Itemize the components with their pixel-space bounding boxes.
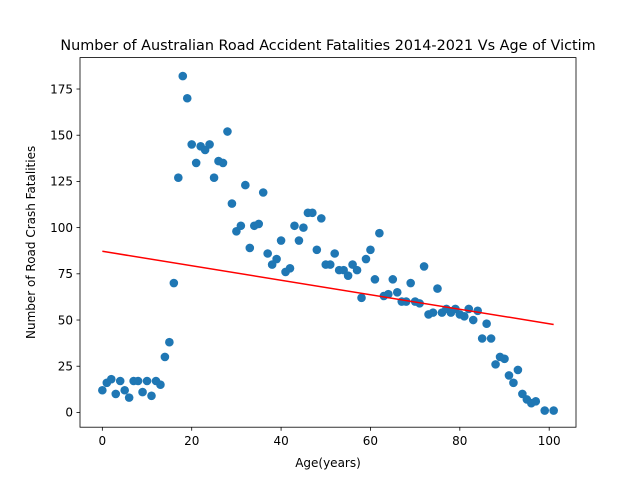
data-point (464, 304, 474, 314)
x-tick-label: 20 (184, 434, 199, 448)
y-tick-label: 150 (50, 129, 73, 143)
data-point (482, 319, 491, 329)
data-point (174, 173, 183, 183)
data-point (276, 236, 286, 245)
data-point (156, 380, 165, 389)
trendline (102, 250, 554, 326)
data-point (236, 221, 246, 231)
data-point (388, 275, 398, 284)
y-tick-label: 0 (65, 406, 73, 420)
x-tick-label: 40 (273, 434, 288, 448)
data-point (316, 214, 326, 223)
data-point (504, 371, 514, 380)
data-point (325, 260, 335, 269)
data-point (98, 385, 107, 395)
data-point (142, 376, 152, 386)
y-tick-label: 100 (50, 221, 73, 235)
data-point (299, 223, 308, 232)
data-point (124, 393, 134, 402)
data-point (352, 265, 362, 275)
data-point (392, 287, 402, 297)
data-point (433, 284, 442, 293)
y-tick-label: 125 (50, 175, 73, 189)
data-point (258, 188, 268, 197)
data-point (500, 354, 509, 364)
data-point (343, 271, 353, 280)
data-point (531, 397, 541, 406)
y-tick-label: 175 (50, 82, 73, 96)
chart-title: Number of Australian Road Accident Fatal… (60, 38, 595, 54)
data-point (513, 365, 523, 375)
y-axis: 0 25 50 75 100 125 150 175 (50, 82, 80, 420)
data-point (312, 245, 322, 255)
data-point (160, 352, 170, 362)
data-point (111, 389, 121, 399)
x-axis: 0 20 40 60 80 100 (99, 427, 561, 448)
data-point (147, 391, 156, 401)
x-tick-label: 100 (538, 434, 561, 448)
data-point (491, 360, 500, 369)
data-point (115, 376, 125, 386)
data-point (272, 254, 281, 264)
data-point (285, 263, 295, 273)
y-tick-label: 25 (58, 360, 73, 374)
data-point (308, 208, 317, 218)
data-point (486, 334, 496, 343)
data-point (120, 385, 129, 395)
x-tick-label: 0 (99, 434, 107, 448)
data-point (133, 376, 143, 386)
data-point (263, 249, 272, 258)
data-point (384, 289, 393, 299)
data-point (549, 406, 558, 415)
x-axis-title: Age(years) (295, 456, 361, 470)
y-axis-title: Number of Road Crash Fatalities (24, 146, 38, 339)
data-point (473, 306, 482, 316)
data-point (245, 243, 255, 253)
data-point (357, 293, 366, 303)
data-points (98, 71, 558, 415)
x-tick-label: 60 (363, 434, 378, 448)
data-point (241, 180, 250, 190)
data-point (138, 387, 147, 397)
data-point (361, 254, 371, 264)
data-point (169, 278, 179, 288)
plot-frame (79, 57, 577, 428)
data-point (477, 334, 487, 343)
trendline-group (102, 250, 554, 326)
data-point (540, 406, 550, 415)
y-tick-label: 75 (58, 267, 73, 281)
data-point (209, 173, 219, 183)
data-point (218, 158, 228, 168)
x-tick-label: 80 (452, 434, 467, 448)
data-point (509, 378, 518, 388)
data-point (375, 228, 384, 238)
data-point (187, 140, 197, 149)
data-point (223, 127, 232, 136)
data-point (428, 308, 438, 317)
y-tick-label: 50 (58, 313, 73, 327)
data-point (182, 93, 192, 103)
data-point (401, 297, 411, 306)
data-point (406, 278, 415, 288)
data-point (370, 275, 380, 284)
data-point (254, 219, 264, 229)
data-point (191, 158, 201, 168)
data-point (459, 312, 469, 321)
data-point (468, 315, 478, 325)
data-point (366, 245, 375, 255)
data-point (330, 249, 340, 258)
data-point (178, 71, 188, 81)
data-point (205, 140, 214, 149)
data-point (165, 337, 174, 347)
data-point (227, 199, 237, 208)
data-point (294, 236, 304, 245)
data-point (290, 221, 299, 231)
data-point (106, 374, 116, 384)
data-point (419, 262, 429, 271)
